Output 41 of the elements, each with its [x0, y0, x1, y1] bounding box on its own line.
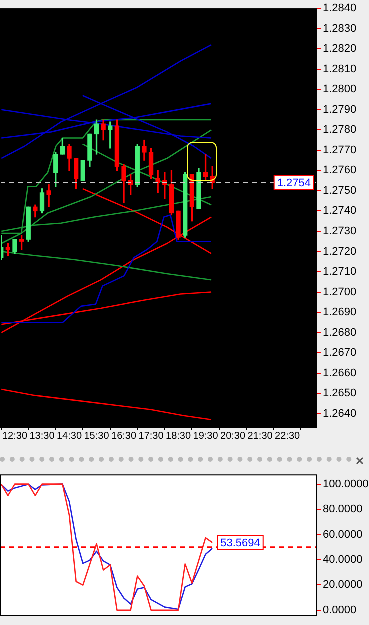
y-tick-label: 60.0000 [323, 528, 363, 541]
y-tick-label: 1.2820 [323, 43, 357, 56]
x-tick-label: 13:30 [30, 430, 56, 442]
x-tick-label: 15:30 [84, 430, 110, 442]
x-tick-label: 12:30 [2, 430, 28, 442]
y-tick-label: 1.2810 [323, 63, 357, 76]
y-tick-label: 1.2710 [323, 266, 357, 278]
x-tick-label: 21:30 [248, 430, 274, 442]
y-tick-label: 1.2640 [323, 408, 357, 420]
y-tick-label: 1.2650 [323, 388, 357, 400]
y-tick-label: 1.2740 [323, 205, 357, 218]
y-tick-label: 1.2750 [323, 184, 357, 197]
y-tick-label: 1.2760 [323, 164, 357, 177]
x-tick-label: 16:30 [112, 430, 137, 442]
y-tick-label: 20.0000 [323, 579, 363, 592]
y-tick-label: 1.2730 [323, 226, 357, 238]
candlestick [46, 184, 52, 208]
y-tick-label: 80.0000 [323, 504, 363, 516]
annotation: 53.5694 [220, 537, 260, 550]
y-tick-label: 0.0000 [323, 604, 357, 616]
x-tick-label: 19:30 [193, 430, 219, 442]
x-tick-label: 14:30 [56, 430, 82, 442]
y-tick-label: 1.2690 [323, 306, 357, 319]
x-tick-label: 17:30 [138, 430, 164, 442]
x-tick-label: 22:30 [275, 430, 301, 442]
y-tick-label: 40.0000 [323, 554, 363, 566]
y-tick-label: 1.2840 [323, 2, 357, 15]
y-tick-label: 1.2780 [323, 124, 357, 136]
y-tick-label: 1.2770 [323, 144, 357, 156]
x-tick-label: 18:30 [166, 430, 192, 442]
y-tick-label: 1.2670 [323, 347, 357, 360]
y-tick-label: 1.2660 [323, 367, 357, 380]
y-tick-label: 1.2790 [323, 104, 357, 116]
x-tick-label: 20:30 [220, 430, 246, 442]
ref-line-label: 1.2754 [277, 177, 312, 190]
y-tick-label: 1.2720 [323, 246, 357, 258]
y-tick-label: 1.2830 [323, 22, 357, 35]
y-tick-label: 1.2700 [323, 286, 357, 298]
y-tick-label: 1.2800 [323, 84, 357, 96]
y-tick-label: 1.2680 [323, 326, 357, 339]
y-tick-label: 100.0000 [323, 478, 369, 490]
